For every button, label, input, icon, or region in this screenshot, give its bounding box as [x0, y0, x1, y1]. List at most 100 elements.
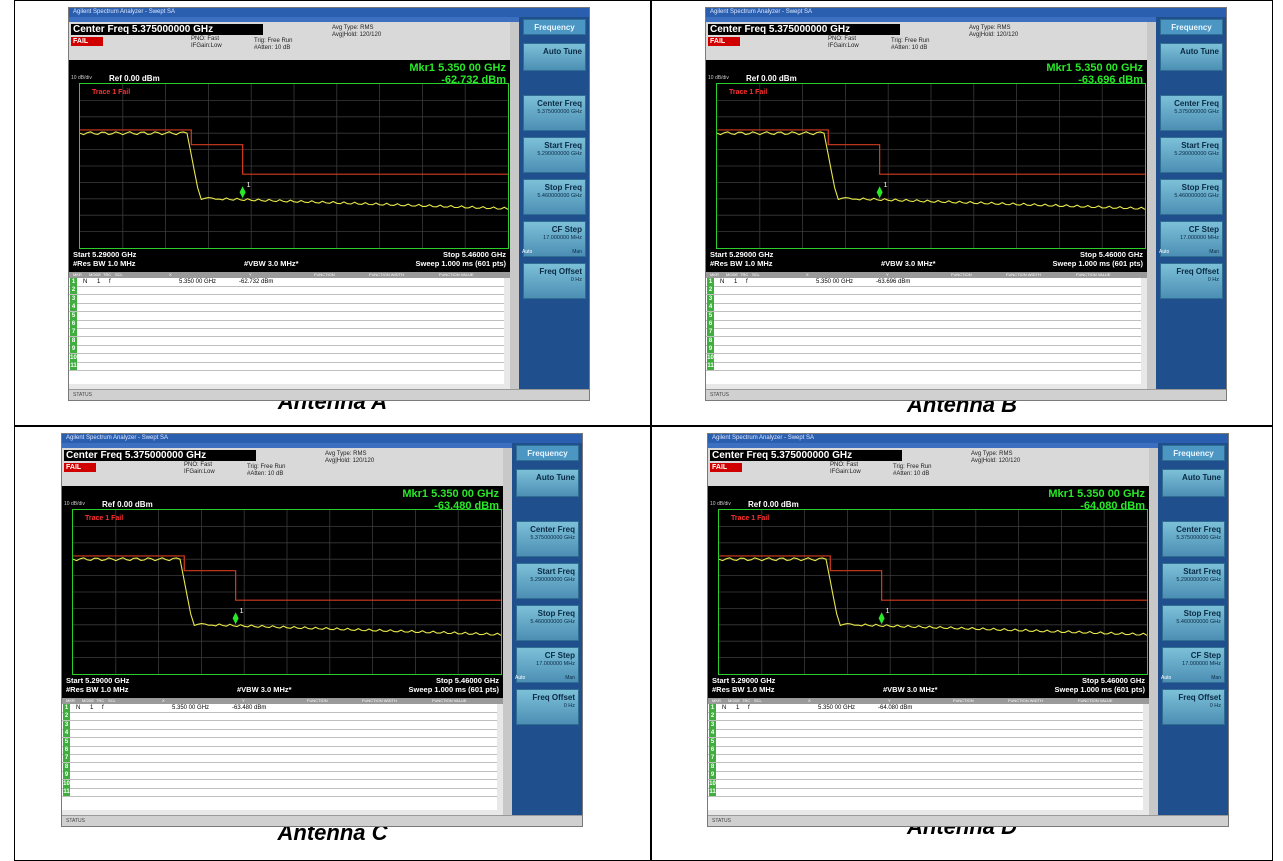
menu-bar[interactable] [62, 443, 512, 448]
cf-step-button[interactable]: CF Step 17.000000 MHz Auto Man [522, 221, 586, 257]
row-number: 8 [709, 762, 716, 771]
table-row[interactable]: 2 [62, 712, 497, 722]
table-row[interactable]: 4 [706, 303, 1141, 313]
auto-tune-button[interactable]: Auto Tune [1162, 469, 1225, 497]
center-freq-readout[interactable]: Center Freq 5.375000000 GHz [710, 450, 902, 461]
table-row[interactable]: 11 [708, 788, 1143, 797]
freq-offset-button[interactable]: Freq Offset 0 Hz [523, 263, 586, 299]
spectrum-plot[interactable]: 1 Trace 1 Fail [72, 509, 502, 675]
panel-cell-1: Antenna A Agilent Spectrum Analyzer - Swe… [14, 0, 651, 426]
start-freq-button-value: 5.290000000 GHz [1176, 577, 1221, 583]
table-row[interactable]: 3 [706, 294, 1141, 304]
stop-freq-button[interactable]: Stop Freq 5.460000000 GHz [1160, 179, 1223, 215]
table-row[interactable]: 11 [62, 788, 497, 797]
auto-tune-button[interactable]: Auto Tune [523, 43, 586, 71]
center-freq-readout[interactable]: Center Freq 5.375000000 GHz [708, 24, 900, 35]
row-number: 5 [707, 311, 714, 320]
table-row[interactable]: 9 [706, 345, 1141, 355]
reference-level: Ref 0.00 dBm [746, 74, 797, 83]
table-row[interactable]: 11 [706, 362, 1141, 371]
table-row[interactable]: 5 [706, 311, 1141, 321]
table-row[interactable]: 5 [708, 737, 1143, 747]
frequency-span-info: Start 5.29000 GHz #Res BW 1.0 MHz #VBW 3.0… [62, 676, 503, 696]
table-row[interactable]: 1 N 1 f 5.350 00 GHz -62.732 dBm [69, 278, 504, 287]
freq-offset-button[interactable]: Freq Offset 0 Hz [1162, 689, 1225, 725]
table-cell: -62.732 dBm [239, 279, 274, 285]
table-row[interactable]: 2 [69, 286, 504, 296]
center-freq-button[interactable]: Center Freq 5.375000000 GHz [523, 95, 586, 131]
stop-freq-button[interactable]: Stop Freq 5.460000000 GHz [1162, 605, 1225, 641]
start-freq-button-value: 5.290000000 GHz [1174, 151, 1219, 157]
table-row[interactable]: 7 [62, 754, 497, 764]
center-freq-button[interactable]: Center Freq 5.375000000 GHz [1160, 95, 1223, 131]
table-row[interactable]: 1 N 1 f 5.350 00 GHz -63.480 dBm [62, 704, 497, 713]
table-row[interactable]: 1 N 1 f 5.350 00 GHz -64.080 dBm [708, 704, 1143, 713]
cf-step-button-label: CF Step [544, 651, 575, 660]
spectrum-plot[interactable]: 1 Trace 1 Fail [718, 509, 1148, 675]
table-row[interactable]: 1 N 1 f 5.350 00 GHz -63.696 dBm [706, 278, 1141, 287]
center-freq-button-value: 5.375000000 GHz [537, 109, 582, 115]
table-row[interactable]: 5 [69, 311, 504, 321]
table-row[interactable]: 7 [706, 328, 1141, 338]
table-row[interactable]: 9 [708, 771, 1143, 781]
table-row[interactable]: 10 [62, 779, 497, 789]
cf-step-button[interactable]: CF Step 17.000000 MHz Auto Man [515, 647, 579, 683]
table-row[interactable]: 6 [708, 746, 1143, 755]
table-header-cell: X [808, 698, 811, 703]
table-row[interactable]: 8 [706, 336, 1141, 346]
table-row[interactable]: 8 [69, 336, 504, 346]
table-row[interactable]: 9 [69, 345, 504, 355]
stop-freq-button[interactable]: Stop Freq 5.460000000 GHz [516, 605, 579, 641]
freq-offset-button[interactable]: Freq Offset 0 Hz [1160, 263, 1223, 299]
table-row[interactable]: 6 [706, 320, 1141, 329]
table-row[interactable]: 9 [62, 771, 497, 781]
settings-bar: Center Freq 5.375000000 GHz FAIL PNO: Fast… [706, 22, 1147, 60]
table-row[interactable]: 4 [69, 303, 504, 313]
start-freq-button[interactable]: Start Freq 5.290000000 GHz [523, 137, 586, 173]
center-freq-readout[interactable]: Center Freq 5.375000000 GHz [64, 450, 256, 461]
table-row[interactable]: 4 [708, 729, 1143, 739]
start-freq-button[interactable]: Start Freq 5.290000000 GHz [1162, 563, 1225, 599]
table-row[interactable]: 8 [708, 762, 1143, 772]
table-row[interactable]: 10 [69, 353, 504, 363]
table-row[interactable]: 7 [69, 328, 504, 338]
menu-bar[interactable] [69, 17, 519, 22]
table-row[interactable]: 2 [706, 286, 1141, 296]
start-freq-button[interactable]: Start Freq 5.290000000 GHz [1160, 137, 1223, 173]
table-row[interactable]: 7 [708, 754, 1143, 764]
menu-bar[interactable] [706, 17, 1156, 22]
table-row[interactable]: 10 [706, 353, 1141, 363]
table-row[interactable]: 3 [69, 294, 504, 304]
auto-tune-button[interactable]: Auto Tune [516, 469, 579, 497]
spectrum-plot[interactable]: 1 Trace 1 Fail [79, 83, 509, 249]
auto-tune-button[interactable]: Auto Tune [1160, 43, 1223, 71]
table-header-cell: MKR [73, 272, 82, 277]
table-row[interactable]: 2 [708, 712, 1143, 722]
cf-step-button-label: CF Step [1188, 225, 1219, 234]
cf-step-button[interactable]: CF Step 17.000000 MHz Auto Man [1161, 647, 1225, 683]
table-row[interactable]: 10 [708, 779, 1143, 789]
fail-indicator: FAIL [71, 37, 103, 46]
center-freq-readout[interactable]: Center Freq 5.375000000 GHz [71, 24, 263, 35]
center-freq-button[interactable]: Center Freq 5.375000000 GHz [1162, 521, 1225, 557]
cf-step-button[interactable]: CF Step 17.000000 MHz Auto Man [1159, 221, 1223, 257]
menu-bar[interactable] [708, 443, 1158, 448]
table-row[interactable]: 3 [62, 720, 497, 730]
table-row[interactable]: 6 [69, 320, 504, 329]
table-header-cell: FUNCTION WIDTH [369, 272, 404, 277]
table-row[interactable]: 11 [69, 362, 504, 371]
freq-offset-button[interactable]: Freq Offset 0 Hz [516, 689, 579, 725]
table-row[interactable]: 3 [708, 720, 1143, 730]
scale-per-div: 10 dB/div [71, 75, 92, 81]
table-cell: f [102, 705, 104, 711]
table-row[interactable]: 5 [62, 737, 497, 747]
stop-freq-button[interactable]: Stop Freq 5.460000000 GHz [523, 179, 586, 215]
center-freq-button[interactable]: Center Freq 5.375000000 GHz [516, 521, 579, 557]
start-freq-button[interactable]: Start Freq 5.290000000 GHz [516, 563, 579, 599]
table-row[interactable]: 8 [62, 762, 497, 772]
row-number: 9 [70, 345, 77, 354]
table-row[interactable]: 4 [62, 729, 497, 739]
row-number: 9 [63, 771, 70, 780]
table-row[interactable]: 6 [62, 746, 497, 755]
spectrum-plot[interactable]: 1 Trace 1 Fail [716, 83, 1146, 249]
